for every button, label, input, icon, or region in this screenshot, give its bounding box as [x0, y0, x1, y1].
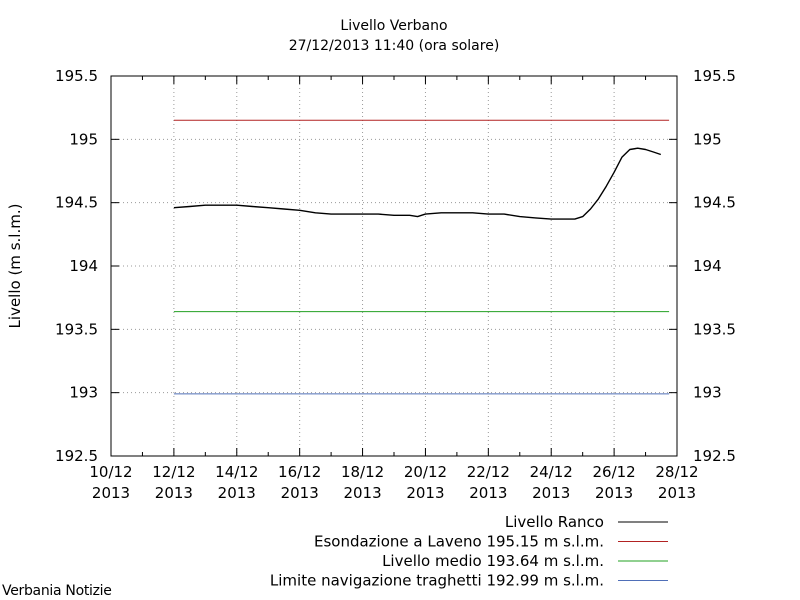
y-tick-label-right: 192.5 [693, 447, 736, 465]
y-tick-label-left: 193.5 [55, 320, 98, 338]
x-tick-label-year: 2013 [281, 484, 319, 502]
x-tick-label-year: 2013 [469, 484, 507, 502]
x-tick-label-year: 2013 [595, 484, 633, 502]
series-line-1 [173, 147, 662, 220]
x-tick-label-year: 2013 [532, 484, 570, 502]
series-layer [173, 119, 670, 395]
grid-lines [111, 76, 677, 456]
x-tick-label-date: 16/12 [278, 463, 321, 481]
y-tick-label-left: 195 [69, 130, 98, 148]
x-tick-label-date: 18/12 [341, 463, 384, 481]
y-tick-label-left: 194 [69, 257, 98, 275]
x-tick-label-date: 12/12 [152, 463, 195, 481]
tick-labels: 195.5 195.5 195 195 194.5 194.5 194 194 193.5 193… [55, 67, 736, 502]
x-tick-label-date: 10/12 [89, 463, 132, 481]
x-tick-label-date: 14/12 [215, 463, 258, 481]
x-tick-label-date: 26/12 [592, 463, 635, 481]
y-tick-label-right: 194.5 [693, 194, 736, 212]
legend-label-4: Limite navigazione traghetti 192.99 m s.… [270, 572, 604, 590]
x-tick-label-date: 24/12 [530, 463, 573, 481]
y-tick-label-left: 194.5 [55, 194, 98, 212]
y-tick-label-right: 193 [693, 384, 722, 402]
legend-label-2: Esondazione a Laveno 195.15 m s.l.m. [314, 533, 604, 551]
y-tick-label-left: 193 [69, 384, 98, 402]
watermark: Verbania Notizie [2, 583, 112, 599]
chart-title: Livello Verbano [340, 18, 447, 34]
legend: Livello Ranco Esondazione a Laveno 195.15… [270, 513, 668, 590]
legend-label-3: Livello medio 193.64 m s.l.m. [382, 552, 604, 570]
y-tick-label-left: 195.5 [55, 67, 98, 85]
x-tick-label-year: 2013 [406, 484, 444, 502]
y-axis-label: Livello (m s.l.m.) [6, 204, 24, 329]
legend-label-1: Livello Ranco [505, 513, 604, 531]
y-tick-label-right: 193.5 [693, 320, 736, 338]
x-tick-label-date: 28/12 [655, 463, 698, 481]
y-tick-label-right: 195 [693, 130, 722, 148]
x-tick-label-year: 2013 [658, 484, 696, 502]
x-tick-label-year: 2013 [343, 484, 381, 502]
y-tick-label-left: 192.5 [55, 447, 98, 465]
tick-marks [110, 75, 678, 457]
x-tick-label-year: 2013 [218, 484, 256, 502]
x-tick-label-date: 20/12 [404, 463, 447, 481]
x-tick-label-year: 2013 [92, 484, 130, 502]
x-tick-label-year: 2013 [155, 484, 193, 502]
y-tick-label-right: 194 [693, 257, 722, 275]
y-tick-label-right: 195.5 [693, 67, 736, 85]
x-tick-label-date: 22/12 [467, 463, 510, 481]
chart-subtitle: 27/12/2013 11:40 (ora solare) [289, 38, 500, 54]
